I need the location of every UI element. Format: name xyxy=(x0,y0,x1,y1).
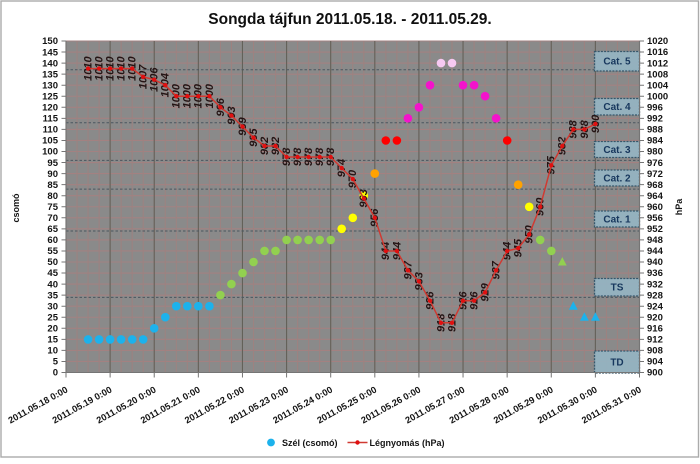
svg-text:940: 940 xyxy=(647,257,663,268)
svg-text:140: 140 xyxy=(42,58,58,69)
svg-text:1020: 1020 xyxy=(647,36,668,47)
svg-text:150: 150 xyxy=(42,36,58,47)
svg-text:916: 916 xyxy=(647,324,663,335)
svg-text:125: 125 xyxy=(42,92,59,103)
svg-text:10: 10 xyxy=(47,346,58,357)
svg-text:Songda tájfun 2011.05.18. - 2: Songda tájfun 2011.05.18. - 2011.05.29. xyxy=(208,11,491,28)
svg-text:952: 952 xyxy=(647,224,663,235)
svg-text:996: 996 xyxy=(647,103,663,114)
svg-text:110: 110 xyxy=(43,125,58,136)
svg-text:964: 964 xyxy=(647,191,664,202)
svg-text:Légnyomás (hPa): Légnyomás (hPa) xyxy=(370,438,445,448)
svg-text:936: 936 xyxy=(647,268,663,279)
svg-text:0: 0 xyxy=(53,368,58,379)
svg-text:904: 904 xyxy=(647,357,664,368)
svg-text:948: 948 xyxy=(647,235,663,246)
svg-text:Cat. 1: Cat. 1 xyxy=(603,214,631,225)
svg-text:60: 60 xyxy=(47,235,58,246)
svg-text:hPa: hPa xyxy=(674,198,684,216)
svg-text:120: 120 xyxy=(42,103,58,114)
svg-text:1008: 1008 xyxy=(647,69,668,80)
svg-text:1000: 1000 xyxy=(647,92,668,103)
svg-text:988: 988 xyxy=(647,125,663,136)
svg-text:944: 944 xyxy=(647,246,664,257)
svg-text:908: 908 xyxy=(647,346,663,357)
svg-text:65: 65 xyxy=(47,224,58,235)
svg-text:85: 85 xyxy=(47,180,58,191)
svg-text:95: 95 xyxy=(47,158,58,169)
svg-text:90: 90 xyxy=(47,169,58,180)
svg-text:Cat. 3: Cat. 3 xyxy=(603,145,631,156)
svg-text:105: 105 xyxy=(42,136,59,147)
svg-text:968: 968 xyxy=(647,180,663,191)
svg-text:25: 25 xyxy=(47,312,58,323)
svg-text:55: 55 xyxy=(47,246,58,257)
svg-text:45: 45 xyxy=(47,268,58,279)
svg-text:976: 976 xyxy=(647,158,663,169)
svg-text:928: 928 xyxy=(647,290,663,301)
svg-text:csomó: csomó xyxy=(11,193,21,223)
svg-text:5: 5 xyxy=(53,357,59,368)
svg-text:35: 35 xyxy=(47,290,58,301)
svg-text:135: 135 xyxy=(42,69,59,80)
svg-text:980: 980 xyxy=(647,147,663,158)
svg-text:1004: 1004 xyxy=(647,80,669,91)
svg-text:Cat. 4: Cat. 4 xyxy=(603,102,631,113)
svg-text:TS: TS xyxy=(611,283,624,294)
svg-text:924: 924 xyxy=(647,301,664,312)
svg-text:100: 100 xyxy=(42,147,58,158)
svg-text:920: 920 xyxy=(647,312,663,323)
svg-text:75: 75 xyxy=(47,202,58,213)
svg-text:972: 972 xyxy=(647,169,663,180)
svg-text:956: 956 xyxy=(647,213,663,224)
svg-text:30: 30 xyxy=(47,301,58,312)
svg-text:Cat. 5: Cat. 5 xyxy=(603,57,631,68)
svg-text:912: 912 xyxy=(647,335,663,346)
svg-text:Szél (csomó): Szél (csomó) xyxy=(282,438,338,448)
svg-text:50: 50 xyxy=(47,257,58,268)
svg-text:80: 80 xyxy=(47,191,58,202)
svg-text:Cat. 2: Cat. 2 xyxy=(603,173,631,184)
svg-text:992: 992 xyxy=(647,114,663,125)
svg-text:1016: 1016 xyxy=(647,47,668,58)
svg-text:900: 900 xyxy=(647,368,663,379)
svg-text:932: 932 xyxy=(647,279,663,290)
svg-text:20: 20 xyxy=(47,324,58,335)
svg-text:70: 70 xyxy=(47,213,58,224)
svg-text:130: 130 xyxy=(42,80,58,91)
svg-text:145: 145 xyxy=(42,47,59,58)
svg-text:960: 960 xyxy=(647,202,663,213)
svg-text:TD: TD xyxy=(610,357,623,368)
svg-text:115: 115 xyxy=(43,114,59,125)
svg-text:1012: 1012 xyxy=(647,58,668,69)
svg-text:15: 15 xyxy=(47,335,58,346)
svg-text:40: 40 xyxy=(47,279,58,290)
svg-text:984: 984 xyxy=(647,136,664,147)
